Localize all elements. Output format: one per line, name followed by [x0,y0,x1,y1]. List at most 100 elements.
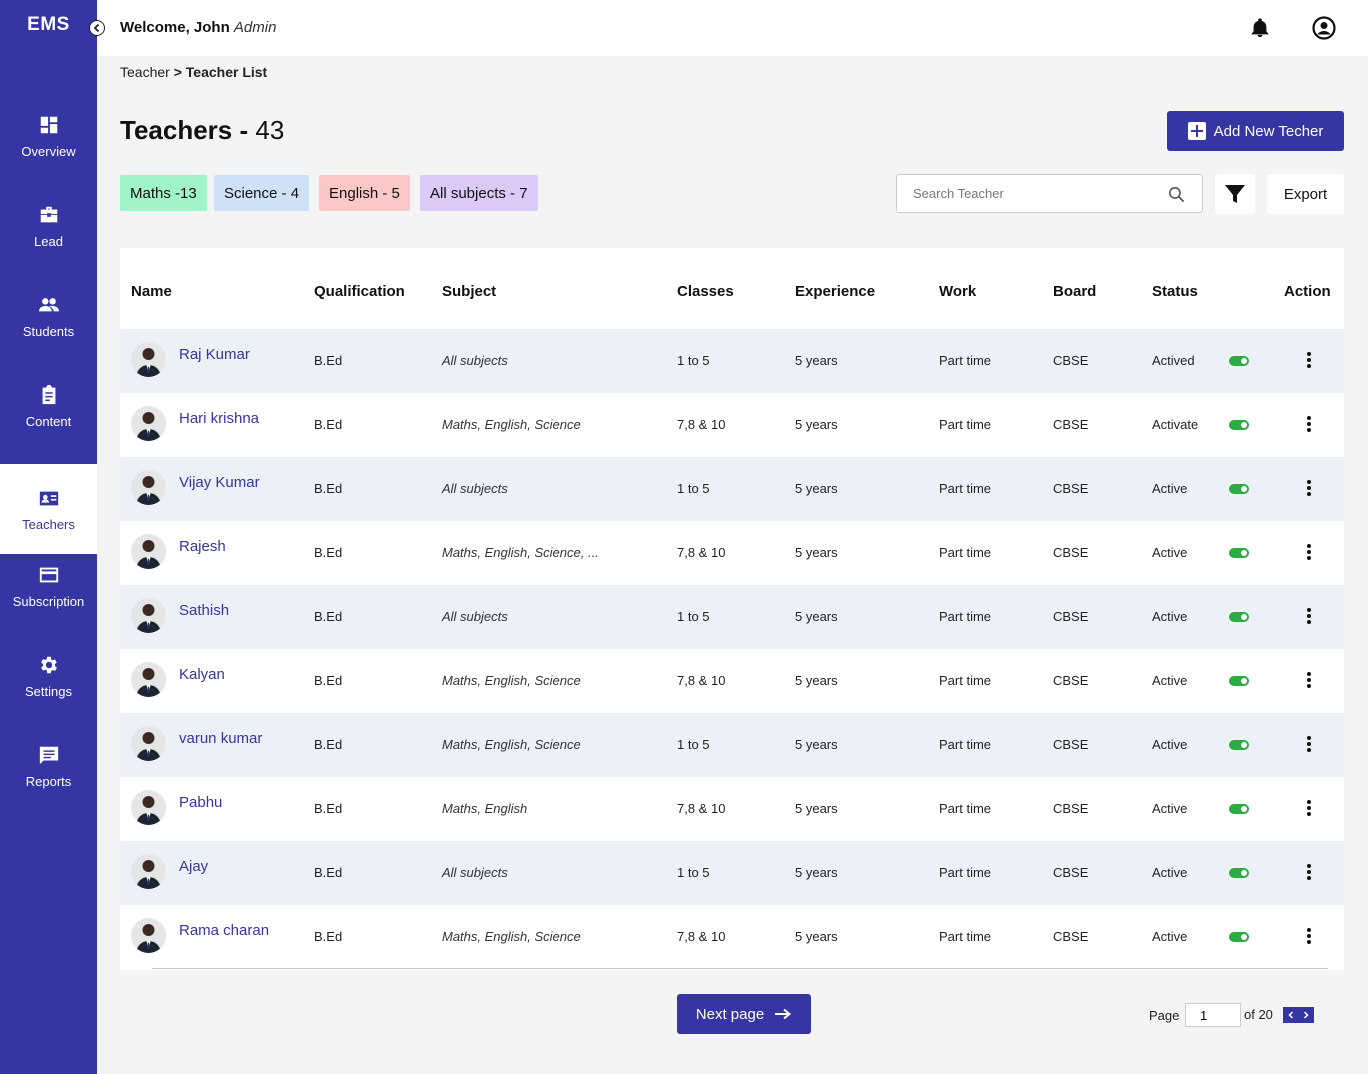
chip-english[interactable]: English - 5 [319,175,410,211]
page-number-input[interactable] [1185,1003,1241,1027]
teacher-name-link[interactable]: Pabhu [179,794,223,811]
sidebar-item-label: Content [25,413,72,429]
status-toggle[interactable] [1229,548,1249,558]
teacher-name-link[interactable]: Ajay [179,858,209,875]
more-vertical-icon[interactable] [1306,799,1312,817]
search-input[interactable] [897,175,1147,212]
add-new-teacher-label: Add New Techer [1213,122,1324,140]
cell-work: Part time [939,353,992,368]
chevron-left-icon [1288,1011,1293,1019]
teacher-name-link[interactable]: Sathish [179,602,230,619]
cell-experience: 5 years [795,609,838,624]
export-button[interactable]: Export [1267,174,1344,214]
cell-classes: 1 to 5 [677,609,710,624]
table-row[interactable]: Raj Kumar B.Ed All subjects 1 to 5 5 years Pa… [120,329,1344,393]
table-row[interactable]: Sathish B.Ed All subjects 1 to 5 5 years Part… [120,585,1344,649]
column-header-experience: Experience [795,283,876,300]
chip-maths[interactable]: Maths -13 [120,175,207,211]
sidebar-item-teachers[interactable]: Teachers [0,464,97,554]
table-row[interactable]: Rama charan B.Ed Maths, English, Science 7,… [120,905,1344,969]
teacher-name-link[interactable]: Raj Kumar [179,346,250,363]
status-toggle[interactable] [1229,868,1249,878]
teacher-name-link[interactable]: Rajesh [179,538,226,555]
next-page-arrow-button[interactable] [1299,1007,1315,1023]
status-toggle[interactable] [1229,804,1249,814]
more-vertical-icon[interactable] [1306,863,1312,881]
add-new-teacher-button[interactable]: Add New Techer [1167,111,1344,151]
cell-work: Part time [939,929,992,944]
more-vertical-icon[interactable] [1306,351,1312,369]
cell-status: Actived [1152,353,1195,368]
sidebar-collapse-button[interactable] [89,20,105,36]
status-toggle[interactable] [1229,484,1249,494]
more-vertical-icon[interactable] [1306,671,1312,689]
teacher-name-link[interactable]: Kalyan [179,666,225,683]
sidebar-item-subscription[interactable]: Subscription [0,541,97,631]
more-vertical-icon[interactable] [1306,415,1312,433]
sidebar-item-content[interactable]: Content [0,361,97,451]
more-vertical-icon[interactable] [1306,927,1312,945]
cell-status: Active [1152,673,1188,688]
cell-experience: 5 years [795,737,838,752]
status-toggle[interactable] [1229,676,1249,686]
teacher-name-link[interactable]: Vijay Kumar [179,474,260,491]
teacher-avatar [131,470,166,505]
cell-board: CBSE [1053,929,1089,944]
search-icon[interactable] [1167,185,1186,204]
more-vertical-icon[interactable] [1306,735,1312,753]
column-header-status: Status [1152,283,1198,300]
teacher-avatar [131,406,166,441]
column-header-name: Name [131,283,172,300]
sidebar-item-settings[interactable]: Settings [0,631,97,721]
sidebar-item-reports[interactable]: Reports [0,721,97,811]
more-vertical-icon[interactable] [1306,479,1312,497]
cell-experience: 5 years [795,417,838,432]
teacher-name-link[interactable]: Hari krishna [179,410,260,427]
notification-bell-icon[interactable] [1249,17,1271,39]
sidebar-item-label: Students [22,323,75,339]
page-arrows [1283,1007,1314,1023]
breadcrumb-parent[interactable]: Teacher [120,64,170,80]
table-row[interactable]: varun kumar B.Ed Maths, English, Science 1 … [120,713,1344,777]
cell-subject: Maths, English [442,801,528,816]
more-vertical-icon[interactable] [1306,543,1312,561]
sidebar-item-lead[interactable]: Lead [0,181,97,271]
table-row[interactable]: Rajesh B.Ed Maths, English, Science, ... 7,… [120,521,1344,585]
more-vertical-icon[interactable] [1306,607,1312,625]
sidebar: EMS Overview Lead Students Content Teach… [0,0,97,1074]
filter-button[interactable] [1215,174,1255,214]
cell-work: Part time [939,417,992,432]
table-row[interactable]: Pabhu B.Ed Maths, English 7,8 & 10 5 years Pa… [120,777,1344,841]
status-toggle[interactable] [1229,420,1249,430]
page-title: Teachers - 43 [120,115,284,146]
cell-work: Part time [939,545,992,560]
table-row[interactable]: Kalyan B.Ed Maths, English, Science 7,8 & 1… [120,649,1344,713]
table-row[interactable]: Vijay Kumar B.Ed All subjects 1 to 5 5 years… [120,457,1344,521]
cell-classes: 1 to 5 [677,353,710,368]
cell-board: CBSE [1053,737,1089,752]
status-toggle[interactable] [1229,612,1249,622]
table-row[interactable]: Hari krishna B.Ed Maths, English, Science 7… [120,393,1344,457]
cell-status: Active [1152,865,1188,880]
cell-qualification: B.Ed [314,545,343,560]
cell-qualification: B.Ed [314,609,343,624]
cell-status: Active [1152,737,1188,752]
chip-all-subjects[interactable]: All subjects - 7 [420,175,538,211]
table-row[interactable]: Ajay B.Ed All subjects 1 to 5 5 years Part ti… [120,841,1344,905]
user-account-icon[interactable] [1312,16,1336,40]
cell-work: Part time [939,609,992,624]
status-toggle[interactable] [1229,740,1249,750]
sidebar-item-students[interactable]: Students [0,271,97,361]
cell-classes: 1 to 5 [677,737,710,752]
teacher-name-link[interactable]: varun kumar [179,730,263,747]
status-toggle[interactable] [1229,932,1249,942]
teacher-avatar [131,726,166,761]
sidebar-item-overview[interactable]: Overview [0,91,97,181]
cell-classes: 7,8 & 10 [677,417,726,432]
next-page-button[interactable]: Next page [677,994,811,1034]
teacher-count: 43 [255,115,285,145]
status-toggle[interactable] [1229,356,1249,366]
teacher-name-link[interactable]: Rama charan [179,922,270,939]
prev-page-button[interactable] [1283,1007,1299,1023]
chip-science[interactable]: Science - 4 [214,175,310,211]
